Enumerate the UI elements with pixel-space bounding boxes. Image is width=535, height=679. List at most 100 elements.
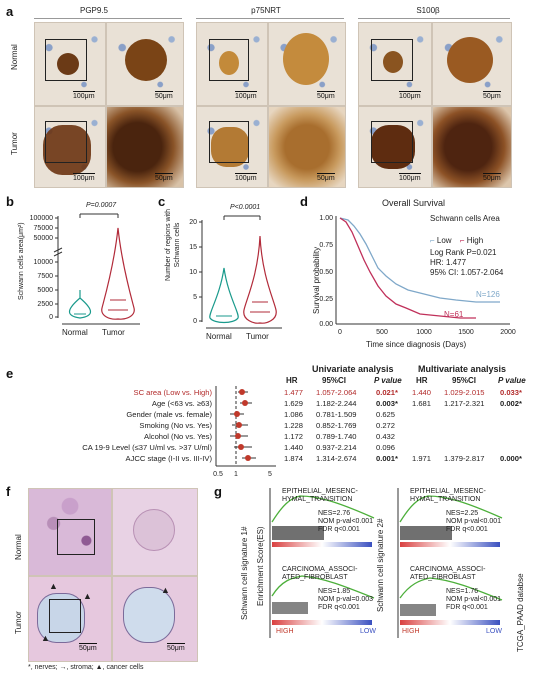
panel-d-letter: d xyxy=(300,194,308,209)
he-tumor-low: ▲ ▲ ▲ 50μm xyxy=(28,576,112,662)
ci-cell: 1.314-2.674 xyxy=(316,454,357,463)
col-line-3 xyxy=(358,18,510,19)
violin-plot-b: 100000 75000 50000 10000 7500 5000 2500 … xyxy=(30,213,140,325)
ci-cell: 0.789-1.740 xyxy=(316,432,357,441)
xtick-d: 1500 xyxy=(458,329,474,336)
violin-normal xyxy=(68,290,92,319)
forest-mhr: 1.440 1.681 1.971 xyxy=(412,387,431,464)
gsea-right-high: HIGH xyxy=(402,628,420,635)
gsea-left xyxy=(269,488,375,638)
km-n-low: N=126 xyxy=(476,290,500,299)
ihc-tumor-s100-high: 50μm xyxy=(432,106,512,188)
km-title: Overall Survival xyxy=(382,198,446,208)
mhr-cell: 1.971 xyxy=(412,454,432,463)
scale-bar: 50μm xyxy=(317,91,335,100)
ihc-tumor-p75-high: 50μm xyxy=(268,106,346,188)
cancer-cell-triangle: ▲ xyxy=(49,581,58,591)
ytick-c: 5 xyxy=(193,294,197,301)
ytick-c: 15 xyxy=(189,244,197,251)
ci-cell: 0.852-1.769 xyxy=(316,421,357,430)
gsea-stat: FDR q<0.001 xyxy=(318,526,360,533)
gsea-left-top-title: EPITHELIAL_MESENC- HYMAL_TRANSITION xyxy=(282,488,358,503)
col-mp: P value xyxy=(498,376,526,385)
scale-bar: 50μm xyxy=(483,91,501,100)
hr-cell: 1.477 xyxy=(284,388,304,397)
gsea-right-bot-stats: NES=1.76 NOM p-val<0.001 FDR q<0.001 xyxy=(446,588,501,612)
gsea-side-label: TCGA_PAAD databse xyxy=(516,573,525,652)
ci-cell: 1.057-2.064 xyxy=(316,388,357,397)
p-cell: 0.096 xyxy=(376,443,396,452)
scale-bar: 100μm xyxy=(399,173,421,182)
ytick-d: 0.50 xyxy=(319,269,333,276)
ihc-normal-s100-high: 50μm xyxy=(432,22,512,106)
mhr-cell: 1.681 xyxy=(412,399,432,408)
ylabel-b: Schwann cells area(μm²) xyxy=(18,222,25,300)
km-high-curve xyxy=(339,217,476,319)
ihc-normal-s100-low: 100μm xyxy=(358,22,432,106)
forest-label: Alcohol (No vs. Yes) xyxy=(144,432,212,441)
gsea-left-bot-title: CARCINOMA_ASSOCI- ATED_FIBROBLAST xyxy=(282,566,358,581)
gsea-right-top-stats: NES=2.25 NOM p-val<0.001 FDR q<0.001 xyxy=(446,510,501,534)
ihc-normal-pgp95-low: 100μm xyxy=(34,22,106,106)
ci-cell: 0.781-1.509 xyxy=(316,410,357,419)
p-cell: 0.625 xyxy=(376,410,396,419)
multivariate-header: Multivariate analysis xyxy=(418,364,507,374)
scale-bar: 100μm xyxy=(235,91,257,100)
km-legend: ⌐ Low ⌐ High xyxy=(430,236,484,245)
gsea-stat: NOM p-val=0.003 xyxy=(318,596,374,603)
km-plot: 1.00 0.75 0.50 0.25 0.00 0 500 1000 1500… xyxy=(319,215,516,336)
ihc-normal-pgp95-high: 50μm xyxy=(106,22,184,106)
gsea-stat: FDR q<0.001 xyxy=(446,604,488,611)
gsea-hits xyxy=(400,526,452,540)
gsea-curve xyxy=(271,495,375,523)
col-s100b: S100β xyxy=(416,6,440,15)
mp-cell: 0.002* xyxy=(500,399,522,408)
mp-cell: 0.000* xyxy=(500,454,522,463)
ytick-b: 50000 xyxy=(34,235,54,242)
forest-label: CA 19-9 Level (≤37 U/ml vs. >37 U/ml) xyxy=(82,443,212,452)
forest-label: AJCC stage (I-II vs. III-IV) xyxy=(125,454,213,463)
ytick-c: 20 xyxy=(189,219,197,226)
gsea-curve xyxy=(271,575,375,599)
km-low-curve xyxy=(339,217,500,303)
ytick-c: 10 xyxy=(189,269,197,276)
scale-bar: 100μm xyxy=(235,173,257,182)
he-tumor-high: ▲ 50μm xyxy=(112,576,198,662)
gsea-stat: NOM p-val<0.001 xyxy=(446,596,502,603)
violin-plot-c: 20 15 10 5 0 xyxy=(189,215,282,329)
scale-bar: 50μm xyxy=(483,173,501,182)
cancer-cell-triangle: ▲ xyxy=(161,585,170,595)
ihc-tumor-pgp95-high: 50μm xyxy=(106,106,184,188)
forest-ci: 1.057-2.064 1.182-2.244 0.781-1.509 0.85… xyxy=(316,387,357,464)
gsea-hits xyxy=(400,604,436,616)
ytick-d: 0.25 xyxy=(319,296,333,303)
row-tumor-label: Tumor xyxy=(10,132,19,155)
scale-bar: 100μm xyxy=(73,91,95,100)
col-mhr: HR xyxy=(416,376,428,385)
ytick-c: 0 xyxy=(193,318,197,325)
km-stat-hr: HR: 1.477 xyxy=(430,258,467,267)
col-line-1 xyxy=(34,18,182,19)
gsea-es-label: Enrichment Score(ES) xyxy=(256,526,265,606)
gsea-stat: NOM p-val<0.001 xyxy=(446,518,502,525)
p-cell: 0.003* xyxy=(376,399,398,408)
gsea-right-bot-title: CARCINOMA_ASSOCI- ATED_FIBROBLAST xyxy=(410,566,486,581)
gsea-right-top-title: EPITHELIAL_MESENC- HYMAL_TRANSITION xyxy=(410,488,486,503)
ytick-b: 5000 xyxy=(37,287,53,294)
gsea-stat: FDR q<0.001 xyxy=(446,526,488,533)
ihc-tumor-pgp95-low: 100μm xyxy=(34,106,106,188)
scale-bar: 50μm xyxy=(79,643,97,652)
gsea-right-low: LOW xyxy=(486,628,502,635)
hr-cell: 1.228 xyxy=(284,421,304,430)
forest-label: Gender (male vs. female) xyxy=(126,410,212,419)
forest-tick: 0.5 xyxy=(213,471,223,478)
col-mci: 95%CI xyxy=(452,376,477,385)
hr-cell: 1.086 xyxy=(284,410,304,419)
cancer-cell-triangle: ▲ xyxy=(41,633,50,643)
forest-p: 0.021* 0.003* 0.625 0.272 0.432 0.096 0.… xyxy=(376,387,398,464)
xtick-d: 1000 xyxy=(416,329,432,336)
pvalue-b: P=0.0007 xyxy=(86,202,117,209)
km-ylabel: Survival probability xyxy=(312,246,321,314)
xtick-d: 0 xyxy=(338,329,342,336)
hr-cell: 1.440 xyxy=(284,443,304,452)
